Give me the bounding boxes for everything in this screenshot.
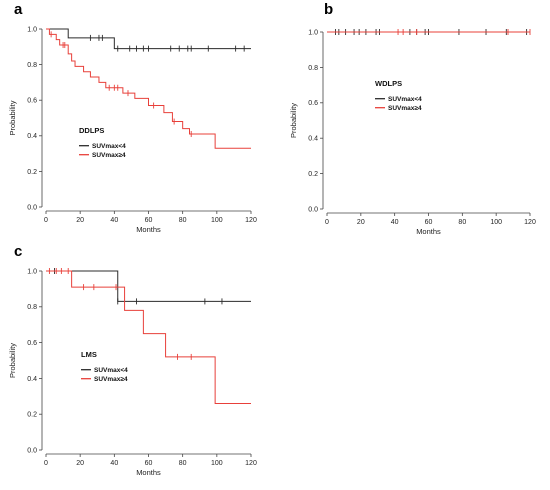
x-tick-label: 100 xyxy=(211,460,223,467)
x-tick-label: 80 xyxy=(179,460,187,467)
x-tick-label: 60 xyxy=(145,217,153,224)
legend: DDLPS SUVmax<4 SUVmax≥4 xyxy=(79,126,126,159)
legend-label-below-4: SUVmax<4 xyxy=(388,96,422,103)
x-tick-label: 0 xyxy=(44,217,48,224)
x-tick-label: 80 xyxy=(179,217,187,224)
panel-c-lms: c 0.0 0.2 0.4 0.6 0.8 1.0 0 20 40 60 80 100 120 Mont… xyxy=(8,243,257,477)
x-tick-label: 20 xyxy=(357,219,365,226)
legend-label-at-least-4: SUVmax≥4 xyxy=(94,376,128,383)
x-tick-label: 20 xyxy=(76,460,84,467)
y-axis-title: Probability xyxy=(8,343,17,378)
y-tick-label: 0.8 xyxy=(308,65,318,72)
tick-labels: 0.0 0.2 0.4 0.6 0.8 1.0 0 20 40 60 80 100 120 xyxy=(27,26,257,224)
y-tick-label: 1.0 xyxy=(27,268,37,275)
x-tick-label: 0 xyxy=(44,460,48,467)
legend-title: WDLPS xyxy=(375,79,402,88)
x-tick-label: 120 xyxy=(245,460,257,467)
panel-label: b xyxy=(324,1,333,18)
y-tick-label: 0.0 xyxy=(308,206,318,213)
y-tick-label: 1.0 xyxy=(27,26,37,33)
y-tick-label: 0.2 xyxy=(308,171,318,178)
series-layer xyxy=(327,29,531,35)
x-tick-label: 40 xyxy=(110,460,118,467)
y-axis-title: Probability xyxy=(289,103,298,138)
panel-a-ddlps: a 0.0 0.2 0.4 0.6 0.8 1.0 0 20 40 60 80 100 120 Mont… xyxy=(8,1,257,234)
series-layer xyxy=(46,28,251,149)
legend-label-below-4: SUVmax<4 xyxy=(92,143,126,150)
y-tick-label: 0.4 xyxy=(308,136,318,143)
x-axis-title: Months xyxy=(136,225,161,234)
x-tick-label: 100 xyxy=(490,219,502,226)
x-tick-label: 100 xyxy=(211,217,223,224)
panel-label: c xyxy=(14,243,22,260)
x-tick-label: 40 xyxy=(110,217,118,224)
y-tick-label: 0.4 xyxy=(27,376,37,383)
axes xyxy=(320,31,531,216)
x-axis-title: Months xyxy=(136,468,161,477)
x-tick-label: 20 xyxy=(76,217,84,224)
x-tick-label: 120 xyxy=(524,219,536,226)
y-axis-title: Probability xyxy=(8,100,17,135)
tick-labels: 0.0 0.2 0.4 0.6 0.8 1.0 0 20 40 60 80 100 120 xyxy=(308,29,536,226)
y-tick-label: 0.6 xyxy=(27,98,37,105)
legend-label-below-4: SUVmax<4 xyxy=(94,367,128,374)
legend-label-at-least-4: SUVmax≥4 xyxy=(92,152,126,159)
y-tick-label: 0.6 xyxy=(308,100,318,107)
x-tick-label: 40 xyxy=(391,219,399,226)
x-axis-title: Months xyxy=(416,227,441,236)
legend-title: LMS xyxy=(81,350,97,359)
panel-b-wdlps: b 0.0 0.2 0.4 0.6 0.8 1.0 0 20 40 60 80 100 120 Mont… xyxy=(289,1,536,236)
panel-label: a xyxy=(14,1,23,18)
km-curve-suv-below-4 xyxy=(46,270,251,302)
km-curve-suv-at-least-4 xyxy=(46,28,251,149)
x-tick-label: 80 xyxy=(458,219,466,226)
x-tick-label: 0 xyxy=(325,219,329,226)
y-tick-label: 0.2 xyxy=(27,412,37,419)
tick-labels: 0.0 0.2 0.4 0.6 0.8 1.0 0 20 40 60 80 100 120 xyxy=(27,268,257,467)
axes xyxy=(39,28,252,214)
x-tick-label: 120 xyxy=(245,217,257,224)
legend-label-at-least-4: SUVmax≥4 xyxy=(388,105,422,112)
y-tick-label: 0.4 xyxy=(27,133,37,140)
x-tick-label: 60 xyxy=(145,460,153,467)
x-tick-label: 60 xyxy=(425,219,433,226)
series-layer xyxy=(46,268,251,404)
y-tick-label: 0.0 xyxy=(27,204,37,211)
legend: WDLPS SUVmax<4 SUVmax≥4 xyxy=(375,79,422,112)
km-curve-suv-at-least-4 xyxy=(46,270,251,404)
y-tick-label: 0.6 xyxy=(27,340,37,347)
km-curve-suv-below-4 xyxy=(46,28,251,50)
legend: LMS SUVmax<4 SUVmax≥4 xyxy=(81,350,128,383)
y-tick-label: 1.0 xyxy=(308,29,318,36)
y-tick-label: 0.8 xyxy=(27,62,37,69)
y-tick-label: 0.2 xyxy=(27,169,37,176)
axes xyxy=(39,270,252,457)
legend-title: DDLPS xyxy=(79,126,104,135)
y-tick-label: 0.8 xyxy=(27,304,37,311)
y-tick-label: 0.0 xyxy=(27,447,37,454)
